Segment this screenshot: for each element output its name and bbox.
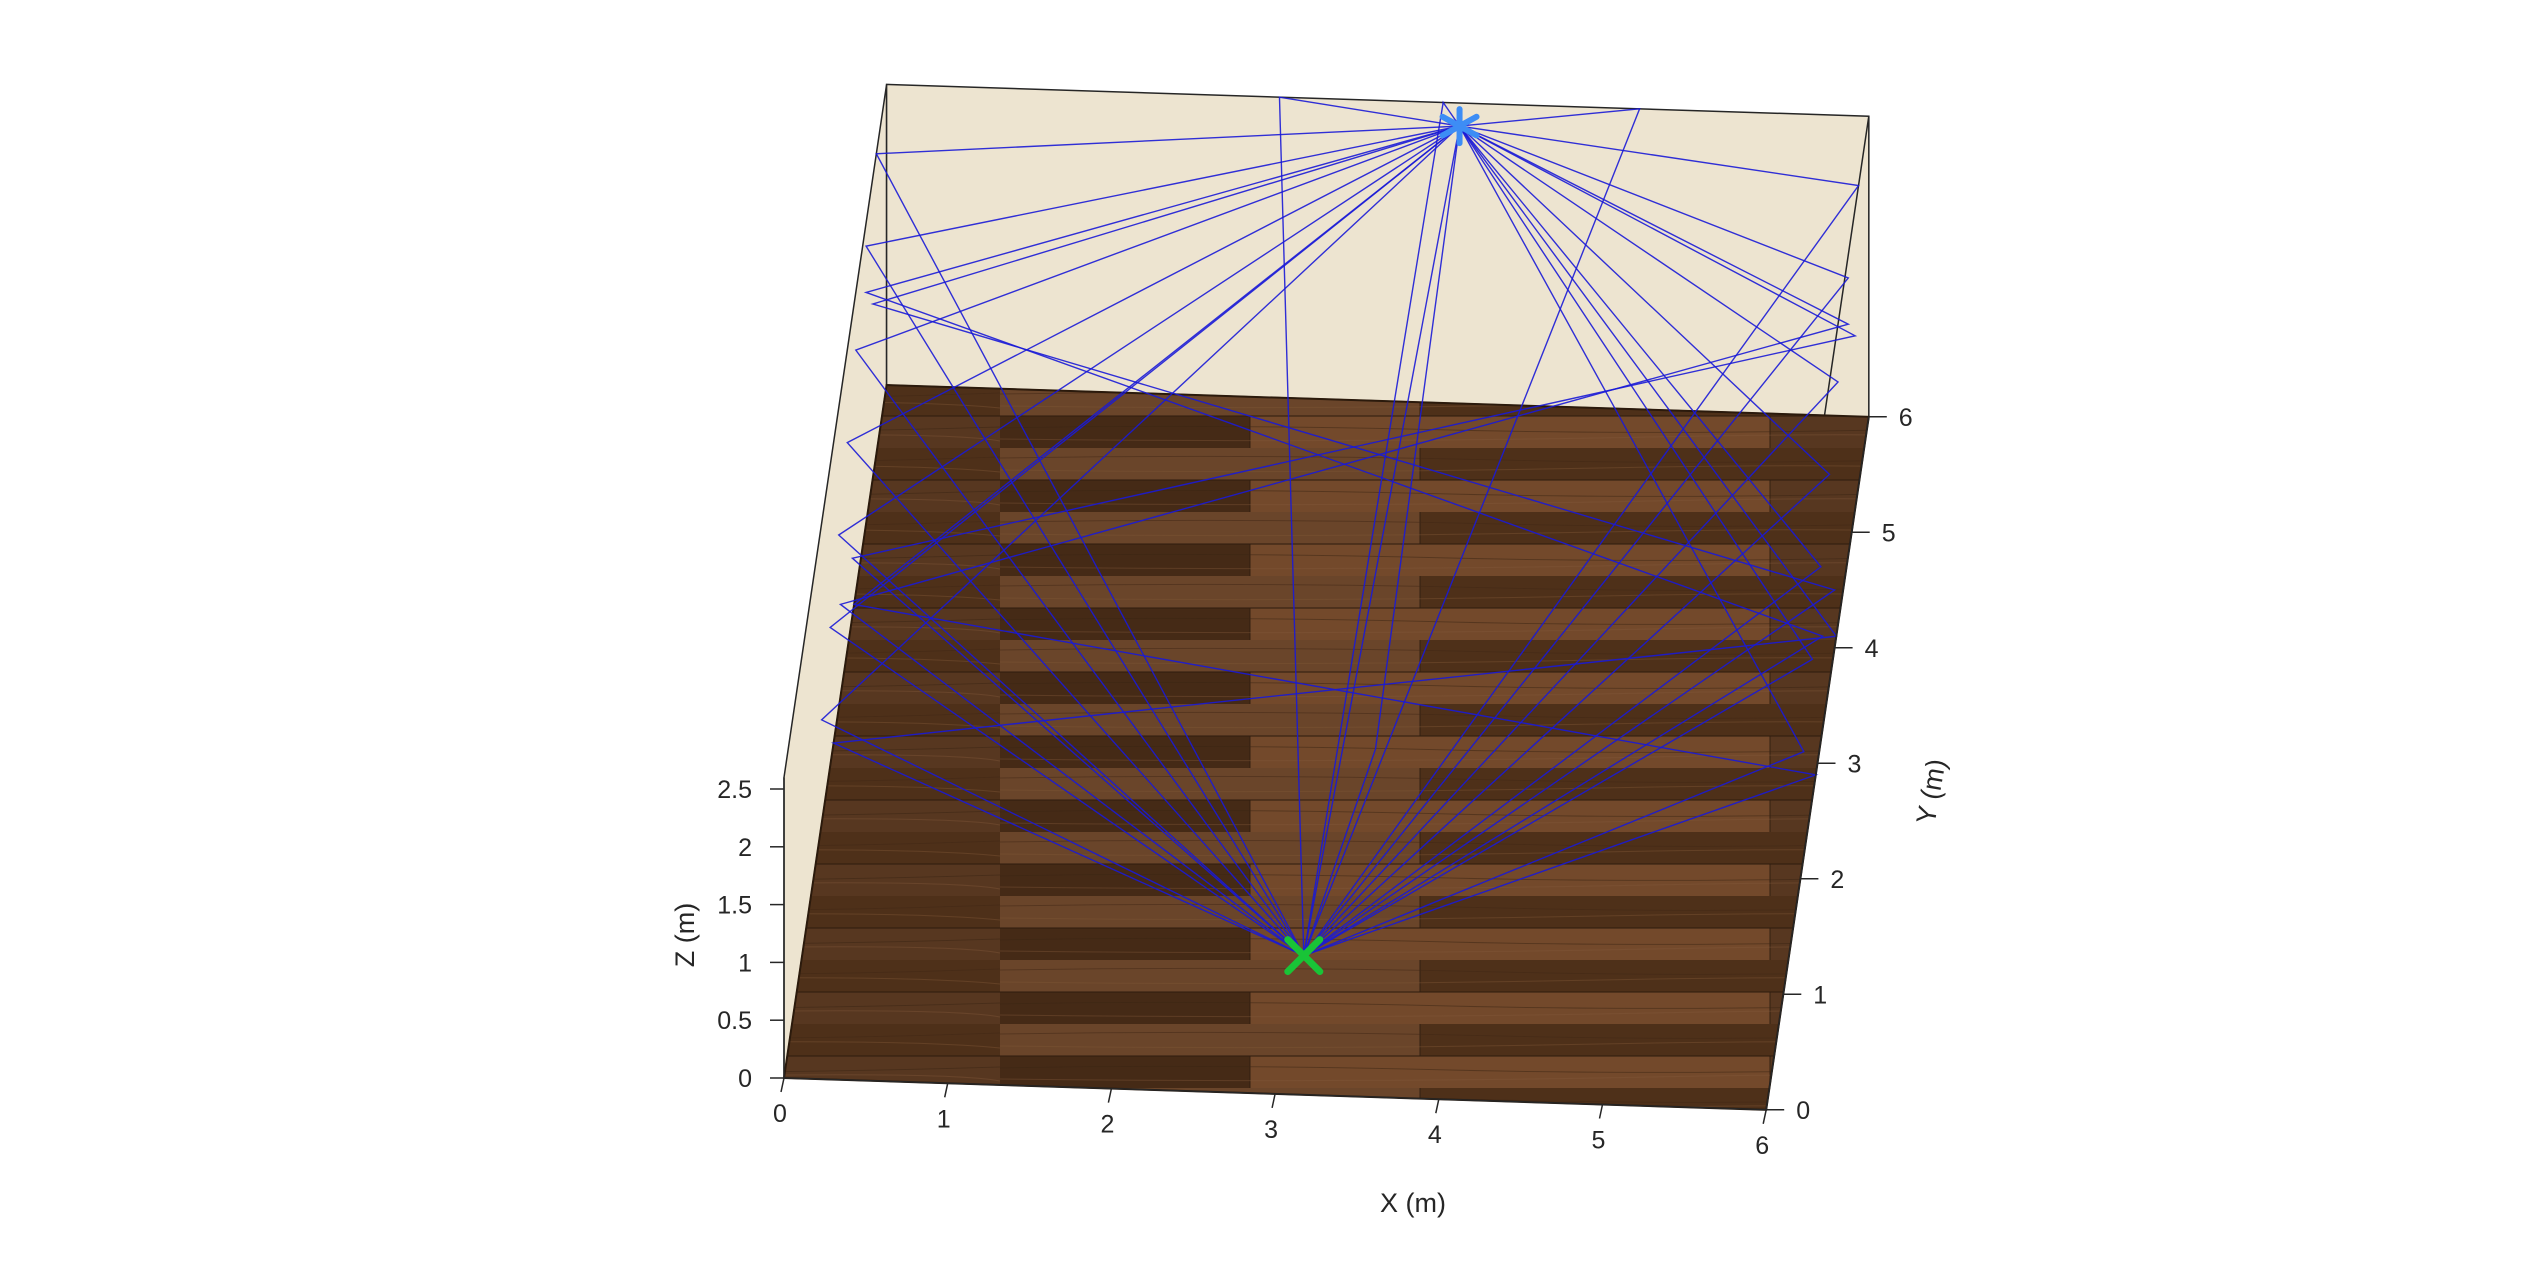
z-tick-label: 2: [738, 834, 752, 862]
ray-path-25: [863, 125, 1825, 957]
x-tick-label: 5: [1592, 1127, 1606, 1155]
room-floor: [782, 383, 1870, 1111]
floor-surface: [782, 383, 1870, 1111]
z-tick-label: 0: [738, 1065, 752, 1093]
transmitter-stroke: [1284, 936, 1324, 976]
y-tick-label: 1: [1813, 981, 1827, 1009]
z-tick-label: 1.5: [717, 892, 752, 920]
x-tick-label: 0: [773, 1100, 787, 1128]
ray-path-15: [875, 125, 1460, 956]
z-tick-label: 2.5: [717, 776, 752, 804]
x-tick-5: [1598, 1104, 1604, 1119]
x-tick-4: [1435, 1099, 1440, 1114]
y-tick-label: 3: [1848, 750, 1862, 778]
ray-path-9: [1303, 125, 1822, 957]
ray-path-19: [1303, 126, 1461, 956]
x-tick-label: 4: [1428, 1121, 1442, 1149]
x-tick-6: [1762, 1109, 1767, 1124]
y-axis-label: Y (m): [1911, 757, 1952, 827]
ray-path-1: [820, 125, 1461, 957]
y-tick-label: 6: [1899, 404, 1913, 432]
ray-path-12: [1303, 125, 1850, 957]
ray-path-21: [852, 125, 1819, 957]
ray-path-3: [837, 125, 1460, 957]
ray-path-7: [1303, 125, 1805, 957]
x-tick-label: 1: [937, 1105, 951, 1133]
y-tick-label: 0: [1796, 1097, 1810, 1125]
ray-path-23: [870, 125, 1837, 957]
ray-path-14: [1303, 108, 1641, 956]
ray-path-4: [846, 125, 1460, 957]
ray-path-16: [1303, 125, 1860, 956]
x-axis-label: X (m): [1380, 1188, 1446, 1218]
x-tick-3: [1271, 1093, 1276, 1109]
ray-path-2: [828, 125, 1460, 957]
ray-path-13: [1278, 96, 1460, 956]
ray-path-10: [1303, 125, 1831, 957]
ray-path-18: [1303, 125, 1461, 956]
ray-paths: [820, 96, 1860, 957]
ray-path-6: [864, 125, 1460, 956]
x-tick-1: [943, 1083, 949, 1098]
x-tick-0: [780, 1077, 785, 1093]
y-tick-label: 5: [1882, 519, 1896, 547]
ray-path-5: [854, 125, 1460, 956]
ray-path-11: [1303, 125, 1840, 957]
x-tick-2: [1107, 1088, 1113, 1103]
markers-group: [1284, 106, 1480, 976]
ray-path-8: [1303, 125, 1814, 957]
x-tick-label: 3: [1264, 1116, 1278, 1144]
ray-path-17: [1303, 100, 1461, 956]
z-axis-label: Z (m): [670, 903, 700, 967]
z-tick-label: 0.5: [717, 1007, 752, 1035]
y-tick-label: 2: [1830, 866, 1844, 894]
y-tick-label: 4: [1865, 635, 1879, 663]
receiver-marker: [1439, 106, 1480, 147]
x-tick-label: 2: [1100, 1111, 1114, 1139]
back-wall: [885, 83, 1870, 418]
z-tick-label: 1: [738, 949, 752, 977]
x-tick-label: 6: [1755, 1132, 1769, 1160]
transmitter-marker: [1284, 936, 1324, 976]
